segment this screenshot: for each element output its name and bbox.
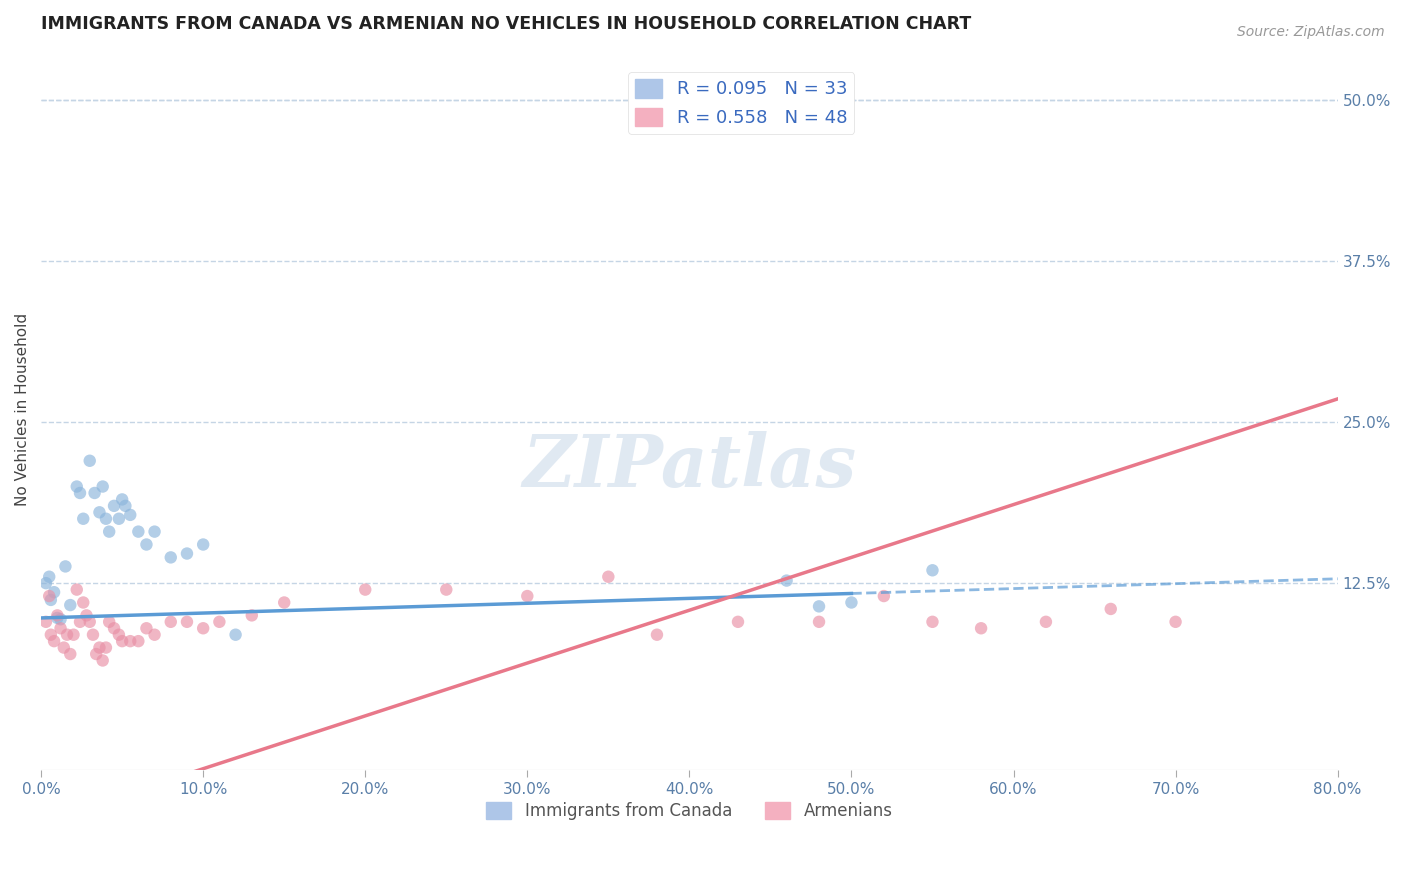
Point	[103, 621, 125, 635]
Point	[1035, 615, 1057, 629]
Point	[56, 628, 79, 642]
Point	[273, 595, 295, 609]
Point	[921, 563, 943, 577]
Point	[434, 582, 457, 597]
Point	[69, 615, 91, 629]
Point	[55, 559, 77, 574]
Legend: Immigrants from Canada, Armenians: Immigrants from Canada, Armenians	[479, 795, 900, 827]
Point	[108, 512, 131, 526]
Point	[89, 505, 111, 519]
Point	[35, 576, 58, 591]
Point	[46, 611, 69, 625]
Point	[176, 615, 198, 629]
Point	[46, 608, 69, 623]
Point	[127, 524, 149, 539]
Point	[727, 615, 749, 629]
Point	[143, 628, 166, 642]
Point	[225, 628, 247, 642]
Point	[921, 615, 943, 629]
Point	[66, 479, 89, 493]
Point	[1099, 602, 1122, 616]
Point	[52, 640, 75, 655]
Point	[808, 108, 831, 122]
Point	[38, 589, 60, 603]
Point	[79, 615, 101, 629]
Point	[193, 537, 215, 551]
Point	[59, 598, 82, 612]
Point	[83, 486, 105, 500]
Point	[94, 512, 117, 526]
Point	[873, 589, 896, 603]
Point	[159, 615, 181, 629]
Point	[69, 486, 91, 500]
Point	[39, 628, 62, 642]
Point	[516, 589, 538, 603]
Point	[59, 647, 82, 661]
Point	[39, 593, 62, 607]
Point	[62, 628, 84, 642]
Point	[111, 492, 134, 507]
Point	[240, 608, 263, 623]
Point	[84, 647, 107, 661]
Y-axis label: No Vehicles in Household: No Vehicles in Household	[15, 313, 30, 506]
Point	[98, 524, 121, 539]
Point	[38, 570, 60, 584]
Point	[354, 582, 377, 597]
Point	[94, 640, 117, 655]
Point	[208, 615, 231, 629]
Point	[970, 621, 993, 635]
Point	[159, 550, 181, 565]
Point	[193, 621, 215, 635]
Point	[1164, 615, 1187, 629]
Point	[103, 499, 125, 513]
Point	[176, 547, 198, 561]
Point	[135, 537, 157, 551]
Point	[91, 653, 114, 667]
Point	[98, 615, 121, 629]
Point	[841, 595, 863, 609]
Point	[108, 628, 131, 642]
Point	[76, 608, 98, 623]
Point	[808, 599, 831, 614]
Point	[120, 634, 142, 648]
Point	[72, 595, 94, 609]
Point	[49, 612, 72, 626]
Point	[808, 615, 831, 629]
Point	[598, 570, 620, 584]
Point	[120, 508, 142, 522]
Point	[42, 585, 65, 599]
Point	[91, 479, 114, 493]
Point	[135, 621, 157, 635]
Point	[143, 524, 166, 539]
Point	[775, 574, 797, 588]
Text: Source: ZipAtlas.com: Source: ZipAtlas.com	[1237, 25, 1385, 39]
Point	[111, 634, 134, 648]
Point	[79, 454, 101, 468]
Point	[42, 634, 65, 648]
Point	[114, 499, 136, 513]
Point	[645, 628, 668, 642]
Point	[35, 615, 58, 629]
Point	[127, 634, 149, 648]
Text: IMMIGRANTS FROM CANADA VS ARMENIAN NO VEHICLES IN HOUSEHOLD CORRELATION CHART: IMMIGRANTS FROM CANADA VS ARMENIAN NO VE…	[41, 15, 972, 33]
Point	[89, 640, 111, 655]
Point	[72, 512, 94, 526]
Text: ZIPatlas: ZIPatlas	[522, 432, 856, 502]
Point	[49, 621, 72, 635]
Point	[66, 582, 89, 597]
Point	[82, 628, 104, 642]
